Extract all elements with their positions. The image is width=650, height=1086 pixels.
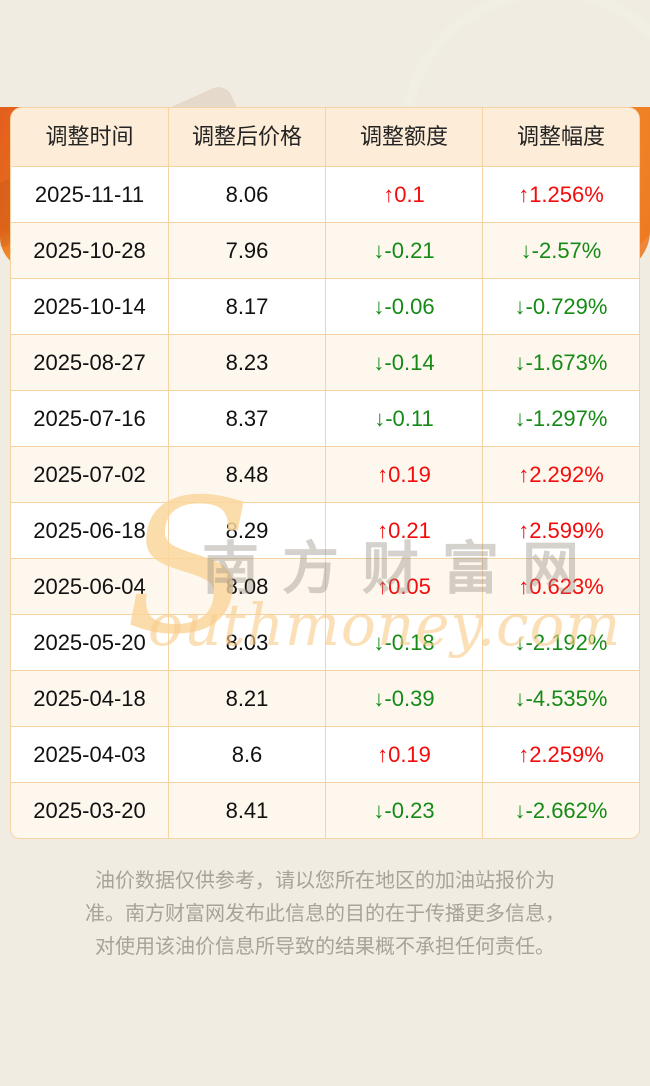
table-row: 2025-11-11 8.06 ↑0.1 ↑1.256% — [11, 166, 639, 222]
cell-adjust-amount: ↓-0.23 — [325, 783, 482, 838]
cell-adjust-rate: ↑1.256% — [482, 167, 639, 222]
table-row: 2025-10-28 7.96 ↓-0.21 ↓-2.57% — [11, 222, 639, 278]
table-row: 2025-07-16 8.37 ↓-0.11 ↓-1.297% — [11, 390, 639, 446]
cell-adjust-rate: ↑2.292% — [482, 447, 639, 502]
cell-adjust-rate: ↓-4.535% — [482, 671, 639, 726]
disclaimer-line: 油价数据仅供参考，请以您所在地区的加油站报价为 — [95, 870, 555, 892]
column-header-adjusted-price: 调整后价格 — [168, 108, 325, 166]
cell-adjust-date: 2025-06-18 — [33, 518, 146, 543]
table-row: 2025-05-20 8.03 ↓-0.18 ↓-2.192% — [11, 614, 639, 670]
cell-adjust-amount: ↑0.19 — [325, 727, 482, 782]
cell-adjust-rate: ↑0.623% — [482, 559, 639, 614]
cell-adjust-rate: ↓-0.729% — [482, 279, 639, 334]
cell-adjust-amount: ↑0.21 — [325, 503, 482, 558]
price-table: 调整时间 调整后价格 调整额度 调整幅度 2025-11-11 8.06 ↑0.1 ↑… — [10, 107, 640, 839]
cell-adjust-date: 2025-04-03 — [33, 742, 146, 767]
cell-adjust-date: 2025-07-16 — [33, 406, 146, 431]
cell-adjust-rate: ↓-1.297% — [482, 391, 639, 446]
cell-adjust-date: 2025-10-14 — [33, 294, 146, 319]
cell-adjust-amount: ↓-0.11 — [325, 391, 482, 446]
cell-adjust-rate: ↑2.259% — [482, 727, 639, 782]
cell-adjusted-price: 8.37 — [168, 391, 325, 446]
table-row: 2025-06-18 8.29 ↑0.21 ↑2.599% — [11, 502, 639, 558]
cell-adjust-rate: ↓-1.673% — [482, 335, 639, 390]
cell-adjusted-price: 8.21 — [168, 671, 325, 726]
cell-adjusted-price: 8.23 — [168, 335, 325, 390]
cell-adjust-amount: ↓-0.21 — [325, 223, 482, 278]
column-header-adjust-date: 调整时间 — [45, 124, 134, 149]
cell-adjusted-price: 8.29 — [168, 503, 325, 558]
table-row: 2025-04-03 8.6 ↑0.19 ↑2.259% — [11, 726, 639, 782]
cell-adjust-amount: ↓-0.14 — [325, 335, 482, 390]
column-header-adjust-amount: 调整额度 — [325, 108, 482, 166]
table-body: 2025-11-11 8.06 ↑0.1 ↑1.256% 2025-10-28 7.96 ↓… — [11, 166, 639, 838]
table-row: 2025-04-18 8.21 ↓-0.39 ↓-4.535% — [11, 670, 639, 726]
table-header-row: 调整时间 调整后价格 调整额度 调整幅度 — [11, 108, 639, 166]
cell-adjust-date: 2025-03-20 — [33, 798, 146, 823]
cell-adjusted-price: 8.41 — [168, 783, 325, 838]
disclaimer-line: 准。南方财富网发布此信息的目的在于传播更多信息， — [85, 903, 565, 925]
cell-adjust-rate: ↓-2.662% — [482, 783, 639, 838]
cell-adjust-date: 2025-07-02 — [33, 462, 146, 487]
table-row: 2025-10-14 8.17 ↓-0.06 ↓-0.729% — [11, 278, 639, 334]
cell-adjusted-price: 7.96 — [168, 223, 325, 278]
cell-adjusted-price: 8.48 — [168, 447, 325, 502]
table-row: 2025-03-20 8.41 ↓-0.23 ↓-2.662% — [11, 782, 639, 838]
disclaimer-line: 对使用该油价信息所导致的结果概不承担任何责任。 — [95, 936, 555, 958]
cell-adjust-date: 2025-05-20 — [33, 630, 146, 655]
cell-adjusted-price: 8.03 — [168, 615, 325, 670]
cell-adjust-date: 2025-10-28 — [33, 238, 146, 263]
cell-adjust-rate: ↓-2.57% — [482, 223, 639, 278]
table-row: 2025-06-04 8.08 ↑0.05 ↑0.623% — [11, 558, 639, 614]
cell-adjusted-price: 8.06 — [168, 167, 325, 222]
table-row: 2025-07-02 8.48 ↑0.19 ↑2.292% — [11, 446, 639, 502]
cell-adjust-amount: ↑0.05 — [325, 559, 482, 614]
column-header-adjust-rate: 调整幅度 — [482, 108, 639, 166]
disclaimer-text: 油价数据仅供参考，请以您所在地区的加油站报价为 准。南方财富网发布此信息的目的在于… — [65, 865, 585, 964]
cell-adjust-date: 2025-11-11 — [34, 182, 145, 207]
cell-adjusted-price: 8.17 — [168, 279, 325, 334]
table-row: 2025-08-27 8.23 ↓-0.14 ↓-1.673% — [11, 334, 639, 390]
cell-adjust-amount: ↑0.19 — [325, 447, 482, 502]
cell-adjust-amount: ↓-0.18 — [325, 615, 482, 670]
cell-adjusted-price: 8.6 — [168, 727, 325, 782]
cell-adjust-amount: ↑0.1 — [325, 167, 482, 222]
cell-adjust-amount: ↓-0.39 — [325, 671, 482, 726]
cell-adjust-amount: ↓-0.06 — [325, 279, 482, 334]
cell-adjust-date: 2025-06-04 — [33, 574, 146, 599]
cell-adjusted-price: 8.08 — [168, 559, 325, 614]
cell-adjust-date: 2025-04-18 — [33, 686, 146, 711]
cell-adjust-rate: ↓-2.192% — [482, 615, 639, 670]
cell-adjust-date: 2025-08-27 — [33, 350, 146, 375]
cell-adjust-rate: ↑2.599% — [482, 503, 639, 558]
